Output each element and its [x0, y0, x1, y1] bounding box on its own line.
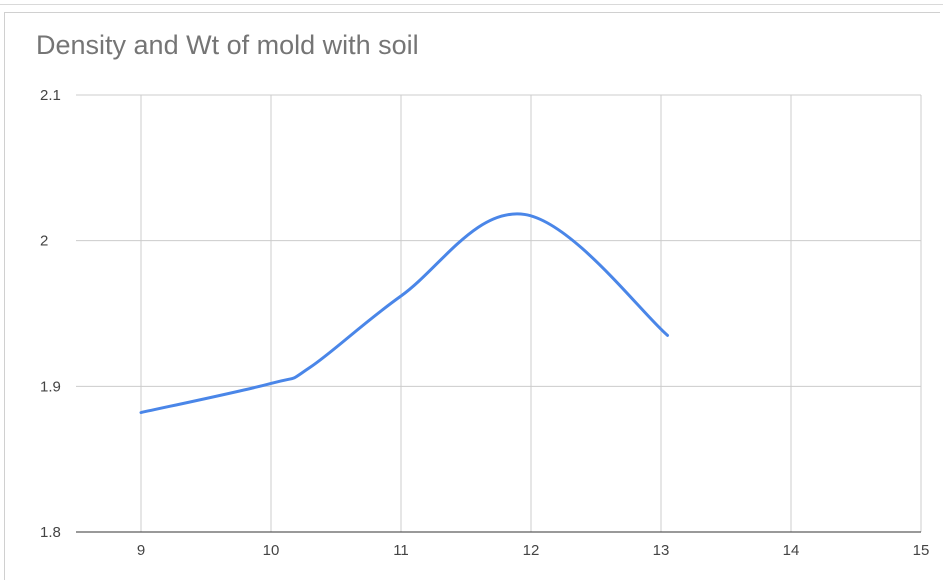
- chart-title: Density and Wt of mold with soil: [36, 30, 419, 60]
- series-layer: [139, 212, 669, 415]
- y-tick-label: 2.1: [40, 87, 61, 104]
- x-tick-label: 13: [653, 542, 670, 559]
- y-axis-tick-labels: 1.8 1.9 2 2.1: [40, 87, 61, 541]
- x-tick-label: 10: [263, 542, 280, 559]
- chart-container[interactable]: [4, 12, 940, 580]
- sheet-row-divider: [0, 4, 943, 5]
- horizontal-gridlines: [76, 94, 921, 533]
- x-tick-label: 15: [913, 542, 930, 559]
- x-axis-tick-labels: 9 10 11 12 13 14 15: [137, 542, 930, 559]
- x-tick-label: 11: [393, 542, 409, 559]
- y-tick-label: 1.9: [40, 378, 61, 395]
- x-tick-label: 14: [783, 542, 800, 559]
- x-tick-label: 12: [523, 542, 540, 559]
- series-line[interactable]: [139, 212, 669, 415]
- y-tick-label: 2: [40, 233, 48, 250]
- y-tick-label: 1.8: [40, 524, 61, 541]
- x-tick-label: 9: [137, 542, 145, 559]
- vertical-gridlines: [140, 95, 922, 532]
